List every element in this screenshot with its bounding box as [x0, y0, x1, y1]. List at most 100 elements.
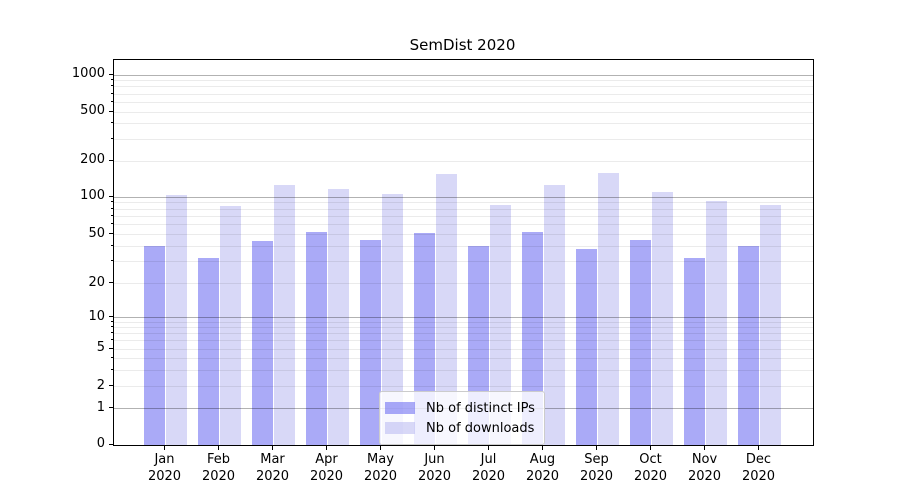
y-tick-20 — [109, 282, 113, 283]
x-tick-label-oct: Oct 2020 — [633, 452, 668, 484]
gridline-major-10 — [114, 317, 813, 319]
bar-downloads-apr — [327, 189, 350, 445]
x-tick-oct — [650, 445, 651, 450]
y-minortick-9 — [110, 320, 113, 322]
gridline-minor-200 — [114, 160, 813, 162]
gridline-minor-70 — [114, 215, 813, 217]
x-tick-jan — [164, 445, 165, 450]
gridline-minor-5 — [114, 348, 813, 350]
y-tick-5 — [109, 347, 113, 349]
gridline-minor-400 — [114, 123, 813, 125]
y-tick-50 — [109, 233, 113, 234]
bar-downloads-oct — [651, 192, 674, 445]
x-tick-nov — [704, 445, 705, 450]
legend-swatch-distinct-ips — [385, 402, 415, 414]
gridline-minor-8 — [114, 327, 813, 329]
y-minortick-40 — [110, 244, 113, 246]
bar-distinct-ips-nov — [683, 258, 706, 445]
bar-downloads-jul — [489, 204, 512, 445]
x-tick-jul — [488, 445, 489, 450]
bar-downloads-dec — [759, 205, 782, 445]
y-minortick-7 — [110, 332, 113, 334]
legend-entry-downloads: Nb of downloads — [385, 418, 535, 438]
y-tick-label-50: 50 — [88, 225, 105, 241]
gridline-minor-7 — [114, 333, 813, 335]
y-minortick-900 — [110, 79, 113, 81]
plot-area — [113, 59, 814, 446]
gridline-minor-600 — [114, 101, 813, 103]
bar-downloads-feb — [219, 206, 242, 445]
gridline-minor-80 — [114, 208, 813, 210]
y-tick-label-500: 500 — [80, 103, 105, 118]
x-tick-label-apr: Apr 2020 — [309, 452, 344, 484]
legend-entry-distinct-ips: Nb of distinct IPs — [385, 398, 535, 418]
x-tick-mar — [272, 445, 273, 450]
x-tick-apr — [326, 445, 327, 450]
bar-distinct-ips-dec — [737, 246, 760, 445]
y-tick-label-1: 1 — [96, 399, 105, 415]
y-tick-1 — [109, 407, 113, 408]
gridline-minor-2 — [114, 386, 813, 388]
y-minortick-6 — [110, 339, 113, 341]
y-tick-label-100: 100 — [80, 188, 105, 203]
y-tick-0 — [109, 443, 113, 445]
gridline-minor-20 — [114, 283, 813, 284]
gridline-minor-50 — [114, 234, 813, 235]
y-tick-label-5: 5 — [96, 340, 105, 355]
gridline-minor-300 — [114, 138, 813, 140]
y-minortick-700 — [110, 92, 113, 94]
y-tick-500 — [109, 110, 113, 112]
bar-distinct-ips-mar — [251, 241, 274, 445]
y-minortick-800 — [110, 85, 113, 87]
gridline-minor-3 — [114, 369, 813, 371]
y-minortick-3 — [110, 368, 113, 370]
gridline-minor-800 — [114, 86, 813, 88]
bar-distinct-ips-oct — [629, 240, 652, 445]
y-tick-2 — [109, 385, 113, 387]
y-tick-200 — [109, 159, 113, 161]
bar-distinct-ips-jan — [143, 246, 166, 445]
y-tick-label-200: 200 — [80, 152, 105, 167]
y-tick-label-10: 10 — [88, 308, 105, 324]
x-tick-sep — [596, 445, 597, 450]
x-tick-label-aug: Aug 2020 — [525, 452, 560, 484]
gridline-minor-90 — [114, 202, 813, 204]
y-tick-label-1000: 1000 — [71, 66, 105, 81]
y-tick-10 — [109, 316, 113, 318]
gridline-minor-40 — [114, 245, 813, 247]
gridline-minor-60 — [114, 224, 813, 226]
legend-label-downloads: Nb of downloads — [426, 420, 535, 436]
legend-swatch-downloads — [385, 422, 415, 434]
bar-downloads-aug — [543, 185, 566, 445]
x-tick-jun — [434, 445, 435, 450]
gridline-major-100 — [114, 196, 813, 198]
y-minortick-90 — [110, 201, 113, 203]
y-minortick-400 — [110, 122, 113, 124]
gridline-minor-500 — [114, 111, 813, 113]
y-minortick-600 — [110, 100, 113, 102]
bar-downloads-jun — [435, 174, 458, 445]
bar-distinct-ips-feb — [197, 258, 220, 445]
x-tick-label-jul: Jul 2020 — [471, 452, 506, 484]
y-minortick-4 — [110, 356, 113, 358]
bar-downloads-nov — [705, 200, 728, 445]
x-tick-label-mar: Mar 2020 — [255, 452, 290, 484]
legend-label-distinct-ips: Nb of distinct IPs — [426, 400, 535, 416]
bar-downloads-may — [381, 193, 404, 445]
gridline-minor-700 — [114, 93, 813, 95]
y-minortick-8 — [110, 326, 113, 328]
bar-downloads-sep — [597, 172, 620, 445]
x-tick-aug — [542, 445, 543, 450]
y-tick-label-0: 0 — [96, 436, 105, 451]
bar-distinct-ips-sep — [575, 249, 598, 445]
x-tick-label-may: May 2020 — [363, 452, 398, 484]
gridline-minor-30 — [114, 261, 813, 263]
bar-distinct-ips-may — [359, 240, 382, 445]
gridline-minor-9 — [114, 321, 813, 323]
y-tick-1000 — [109, 73, 113, 75]
y-tick-100 — [109, 195, 113, 197]
gridline-minor-4 — [114, 357, 813, 359]
y-minortick-60 — [110, 223, 113, 225]
y-minortick-80 — [110, 207, 113, 209]
